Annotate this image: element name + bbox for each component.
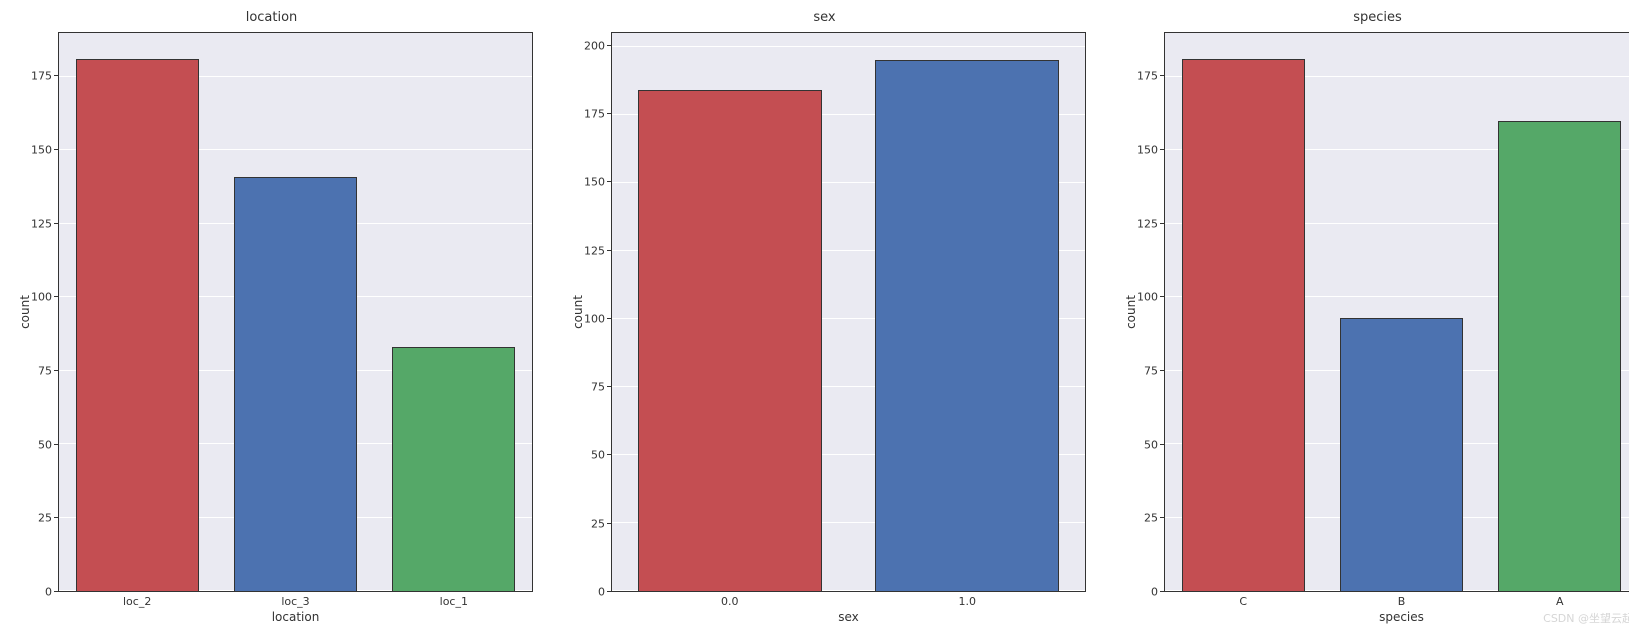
x-tick-label: loc_2 bbox=[58, 592, 216, 610]
y-tick-label: 75 bbox=[38, 364, 52, 377]
x-ticks: loc_2loc_3loc_1 bbox=[58, 592, 533, 610]
plot-area bbox=[1164, 32, 1629, 592]
y-tick-label: 125 bbox=[584, 244, 605, 257]
chart-title: sex bbox=[563, 10, 1086, 28]
bar-loc_2 bbox=[76, 59, 199, 591]
y-tick-label: 25 bbox=[1144, 512, 1158, 525]
y-tick-label: 50 bbox=[38, 438, 52, 451]
bar-slot bbox=[59, 33, 217, 591]
bar-slot bbox=[374, 33, 532, 591]
x-tick-label: 0.0 bbox=[611, 592, 849, 610]
y-ticks: 0255075100125150175200 bbox=[581, 32, 611, 592]
x-axis-label: sex bbox=[611, 610, 1086, 628]
plot-row: count0255075100125150175 bbox=[10, 32, 533, 592]
x-ticks: CBA bbox=[1164, 592, 1629, 610]
bar-slot bbox=[217, 33, 375, 591]
y-tick-label: 175 bbox=[1137, 70, 1158, 83]
x-tick-label: loc_3 bbox=[216, 592, 374, 610]
x-tick-label: B bbox=[1322, 592, 1480, 610]
y-tick-label: 25 bbox=[38, 512, 52, 525]
bar-loc_1 bbox=[392, 347, 515, 591]
y-ticks: 0255075100125150175 bbox=[1134, 32, 1164, 592]
y-tick-label: 200 bbox=[584, 39, 605, 52]
subplot-location: locationcount0255075100125150175loc_2loc… bbox=[10, 10, 533, 628]
y-tick-label: 50 bbox=[591, 449, 605, 462]
x-tick-label: A bbox=[1481, 592, 1629, 610]
y-tick-label: 175 bbox=[31, 70, 52, 83]
subplot-species: speciescount0255075100125150175CBAspecie… bbox=[1116, 10, 1629, 628]
bar-A bbox=[1498, 121, 1621, 591]
bar-slot bbox=[1165, 33, 1323, 591]
bar-slot bbox=[1480, 33, 1629, 591]
bar-0.0 bbox=[638, 90, 822, 591]
bar-1.0 bbox=[875, 60, 1059, 591]
y-tick-label: 50 bbox=[1144, 438, 1158, 451]
chart-title: species bbox=[1116, 10, 1629, 28]
x-tick-label: loc_1 bbox=[375, 592, 533, 610]
y-tick-label: 150 bbox=[584, 176, 605, 189]
x-tick-label: C bbox=[1164, 592, 1322, 610]
bars-container bbox=[612, 33, 1085, 591]
y-tick-label: 100 bbox=[1137, 291, 1158, 304]
y-tick-label: 0 bbox=[1151, 586, 1158, 599]
bars-container bbox=[1165, 33, 1629, 591]
plot-row: count0255075100125150175 bbox=[1116, 32, 1629, 592]
y-tick-label: 25 bbox=[591, 517, 605, 530]
bars-container bbox=[59, 33, 532, 591]
y-tick-label: 75 bbox=[591, 381, 605, 394]
y-tick-label: 175 bbox=[584, 107, 605, 120]
plot-area bbox=[611, 32, 1086, 592]
x-axis-label: species bbox=[1164, 610, 1629, 628]
y-tick-label: 125 bbox=[31, 217, 52, 230]
y-tick-label: 150 bbox=[1137, 143, 1158, 156]
plot-row: count0255075100125150175200 bbox=[563, 32, 1086, 592]
x-tick-label: 1.0 bbox=[849, 592, 1087, 610]
plot-area bbox=[58, 32, 533, 592]
y-tick-label: 125 bbox=[1137, 217, 1158, 230]
figure: locationcount0255075100125150175loc_2loc… bbox=[10, 10, 1629, 628]
y-tick-label: 100 bbox=[31, 291, 52, 304]
y-tick-label: 75 bbox=[1144, 364, 1158, 377]
bar-B bbox=[1340, 318, 1463, 591]
bar-loc_3 bbox=[234, 177, 357, 591]
y-ticks: 0255075100125150175 bbox=[28, 32, 58, 592]
y-tick-label: 150 bbox=[31, 143, 52, 156]
chart-title: location bbox=[10, 10, 533, 28]
bar-slot bbox=[849, 33, 1086, 591]
x-axis-label: location bbox=[58, 610, 533, 628]
y-tick-label: 100 bbox=[584, 312, 605, 325]
bar-C bbox=[1182, 59, 1305, 591]
y-tick-label: 0 bbox=[598, 586, 605, 599]
y-tick-label: 0 bbox=[45, 586, 52, 599]
subplot-sex: sexcount02550751001251501752000.01.0sex bbox=[563, 10, 1086, 628]
bar-slot bbox=[1323, 33, 1481, 591]
x-ticks: 0.01.0 bbox=[611, 592, 1086, 610]
bar-slot bbox=[612, 33, 849, 591]
